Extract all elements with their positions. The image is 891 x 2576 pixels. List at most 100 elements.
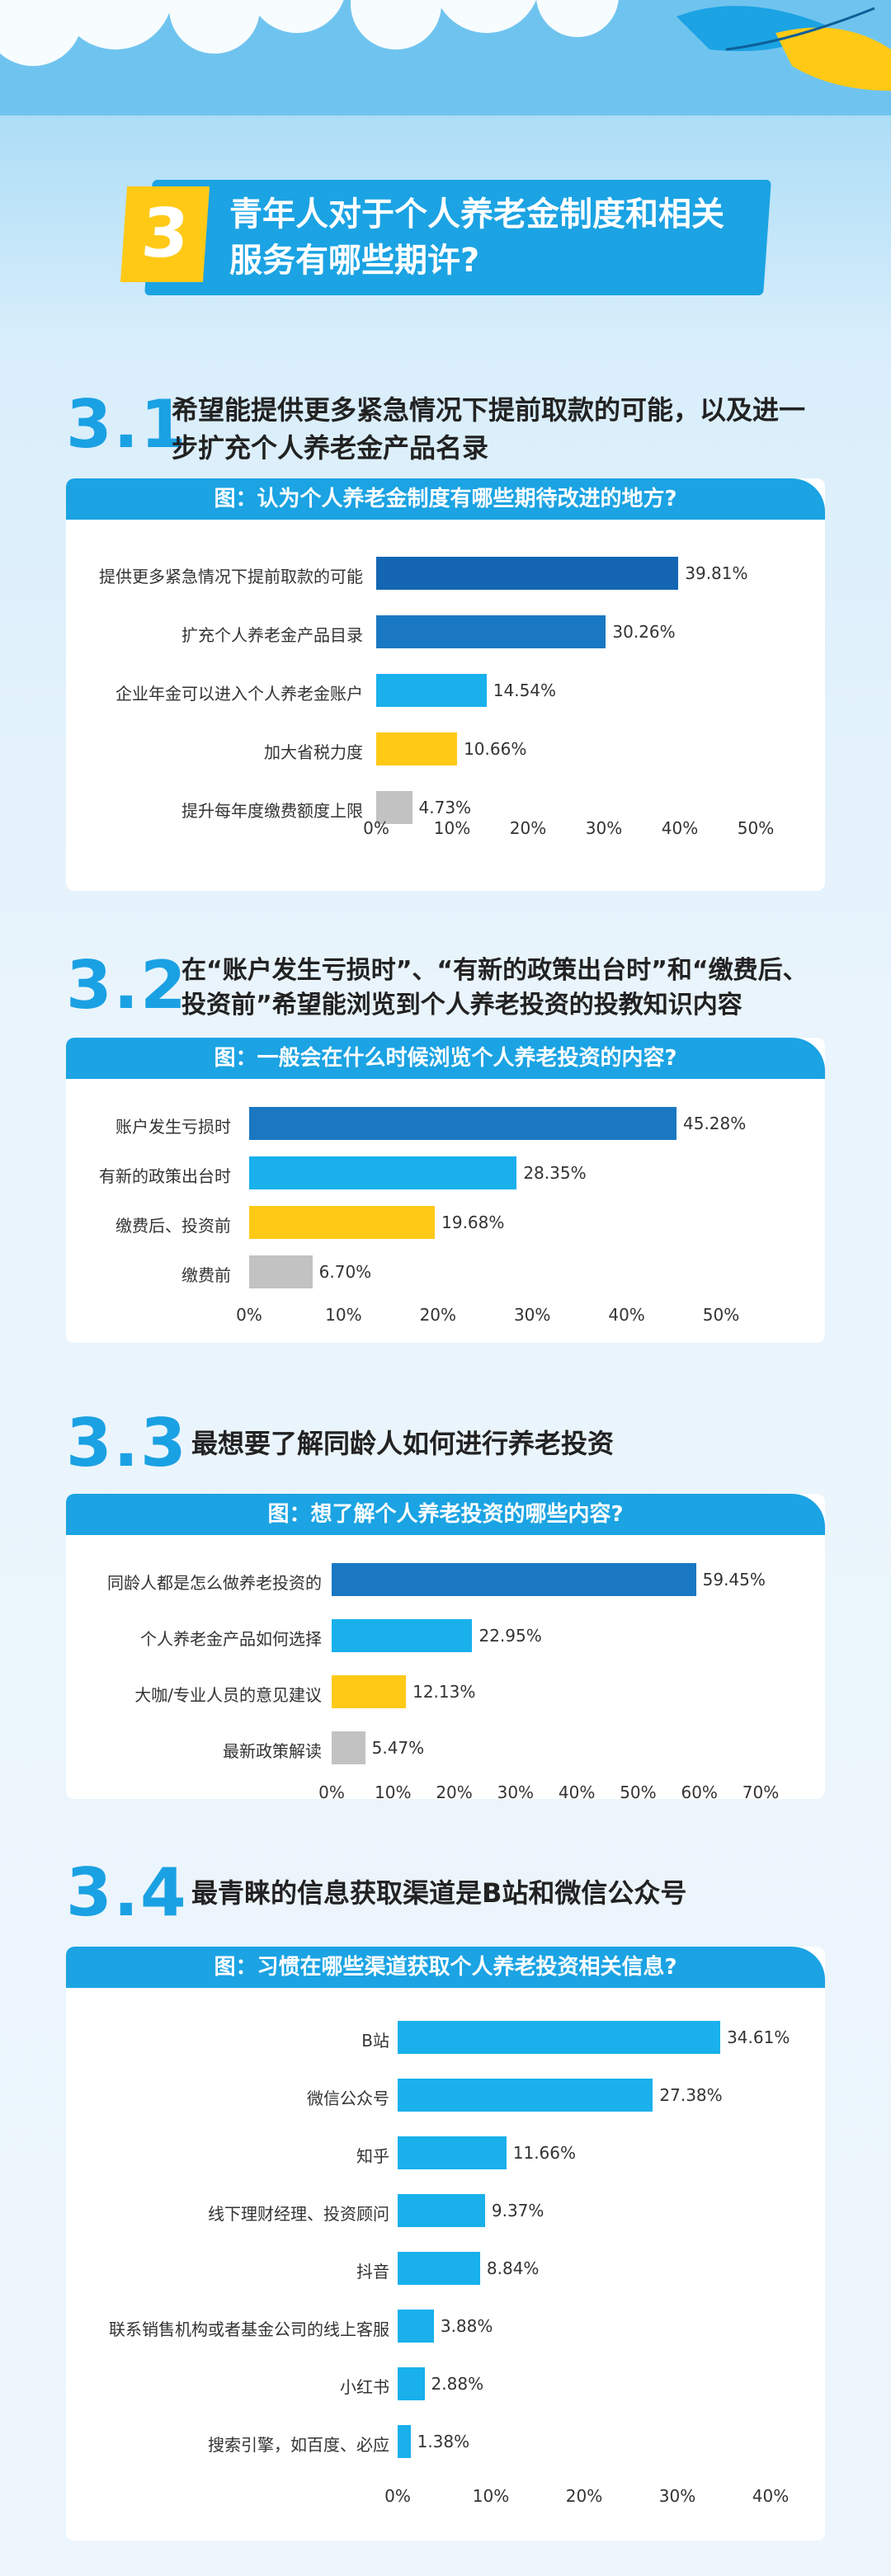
- axis-tick-label: 0%: [363, 818, 389, 838]
- value-label: 12.13%: [412, 1682, 476, 1702]
- chart-title: 图：习惯在哪些渠道获取个人养老投资相关信息?: [66, 1947, 825, 1988]
- category-label: 联系销售机构或者基金公司的线上客服: [109, 2319, 389, 2339]
- axis-tick-label: 30%: [585, 818, 623, 838]
- section-3-2: 3.2 在“账户发生亏损时”、“有新的政策出台时”和“缴费后、投资前”希望能浏览…: [66, 947, 825, 1343]
- axis-tick-label: 40%: [661, 818, 699, 838]
- category-label: 加大省税力度: [264, 742, 363, 762]
- value-label: 8.84%: [486, 2258, 540, 2278]
- bar: [376, 615, 606, 648]
- bar: [398, 2021, 721, 2054]
- category-label: 提升每年度缴费额度上限: [182, 801, 363, 821]
- header-title: 青年人对于个人养老金制度和相关服务有哪些期许?: [229, 195, 724, 280]
- axis-tick-label: 50%: [702, 1305, 740, 1325]
- section-title: 最想要了解同龄人如何进行养老投资: [191, 1428, 615, 1459]
- bar: [376, 732, 458, 765]
- value-label: 45.28%: [683, 1114, 747, 1133]
- section-number: 3.1: [66, 386, 188, 463]
- bar: [376, 674, 487, 707]
- bar: [398, 2367, 425, 2400]
- axis-tick-label: 10%: [375, 1782, 412, 1799]
- category-label: 同龄人都是怎么做养老投资的: [107, 1573, 322, 1593]
- category-label: 大咖/专业人员的意见建议: [134, 1685, 322, 1705]
- section-3-4: 3.4 最青睐的信息获取渠道是B站和微信公众号 图：习惯在哪些渠道获取个人养老投…: [66, 1854, 825, 2541]
- bar: [398, 2194, 485, 2227]
- category-label: 扩充个人养老金产品目录: [182, 625, 363, 645]
- chart-title: 图：认为个人养老金制度有哪些期待改进的地方?: [66, 478, 825, 520]
- category-label: 小红书: [340, 2377, 389, 2397]
- category-label: 个人养老金产品如何选择: [140, 1629, 322, 1649]
- bar: [332, 1731, 365, 1764]
- axis-tick-label: 10%: [325, 1305, 362, 1325]
- value-label: 30.26%: [612, 622, 676, 642]
- axis-tick-label: 30%: [497, 1782, 535, 1799]
- bar: [249, 1156, 517, 1189]
- category-label: 有新的政策出台时: [99, 1166, 231, 1186]
- chart-title: 图：想了解个人养老投资的哪些内容?: [66, 1494, 825, 1535]
- value-label: 4.73%: [418, 798, 472, 817]
- bar: [376, 557, 679, 590]
- axis-tick-label: 20%: [419, 1305, 457, 1325]
- bar: [249, 1206, 436, 1239]
- section-3-1: 3.1 希望能提供更多紧急情况下提前取款的可能，以及进一步扩充个人养老金产品名录…: [66, 386, 825, 891]
- value-label: 14.54%: [493, 680, 557, 700]
- value-label: 9.37%: [491, 2201, 544, 2220]
- axis-tick-label: 10%: [433, 818, 471, 838]
- bar: [398, 2425, 411, 2458]
- bar: [398, 2079, 653, 2112]
- leaf-decoration: [676, 6, 891, 92]
- value-label: 6.70%: [318, 1262, 372, 1282]
- bar: [376, 791, 412, 824]
- bar-chart: 提供更多紧急情况下提前取款的可能 39.81% 扩充个人养老金产品目录 30.26% 企…: [66, 520, 825, 891]
- category-label: 抖音: [356, 2262, 389, 2282]
- bar: [332, 1563, 696, 1596]
- category-label: B站: [361, 2031, 389, 2051]
- section-number: 3.4: [66, 1854, 188, 1931]
- section-number: 3.2: [66, 947, 188, 1024]
- chart-card: 图：习惯在哪些渠道获取个人养老投资相关信息? B站 34.61% 微信公众号 27.3…: [66, 1947, 825, 2541]
- section-title: 希望能提供更多紧急情况下提前取款的可能，以及进一步扩充个人养老金产品名录: [172, 394, 806, 464]
- bar: [249, 1107, 676, 1140]
- cloud-decoration: [0, 0, 891, 115]
- chart-card: 图：想了解个人养老投资的哪些内容? 同龄人都是怎么做养老投资的 59.45% 个人养…: [66, 1494, 825, 1799]
- axis-tick-label: 50%: [737, 818, 775, 838]
- category-label: 缴费后、投资前: [116, 1216, 231, 1236]
- category-label: 提供更多紧急情况下提前取款的可能: [99, 567, 363, 586]
- chart-card: 图：认为个人养老金制度有哪些期待改进的地方? 提供更多紧急情况下提前取款的可能 3…: [66, 478, 825, 891]
- bar: [398, 2310, 434, 2343]
- bar-chart: 账户发生亏损时 45.28% 有新的政策出台时 28.35% 缴费后、投资前 19.68%…: [66, 1079, 825, 1343]
- axis-tick-label: 70%: [742, 1782, 780, 1799]
- chart-title: 图：一般会在什么时候浏览个人养老投资的内容?: [66, 1038, 825, 1079]
- axis-tick-label: 40%: [752, 2486, 790, 2506]
- value-label: 59.45%: [702, 1570, 766, 1589]
- value-label: 22.95%: [478, 1626, 542, 1646]
- axis-tick-label: 30%: [658, 2486, 696, 2506]
- section-title: 最青睐的信息获取渠道是B站和微信公众号: [191, 1877, 687, 1909]
- category-label: 线下理财经理、投资顾问: [208, 2204, 389, 2224]
- value-label: 39.81%: [685, 563, 748, 583]
- axis-tick-label: 60%: [681, 1782, 718, 1799]
- bar-chart: 同龄人都是怎么做养老投资的 59.45% 个人养老金产品如何选择 22.95% 大咖/专…: [66, 1535, 825, 1799]
- value-label: 19.68%: [441, 1213, 505, 1232]
- value-label: 2.88%: [431, 2374, 484, 2394]
- value-label: 10.66%: [464, 739, 527, 759]
- axis-tick-label: 40%: [608, 1305, 645, 1325]
- value-label: 28.35%: [523, 1163, 587, 1183]
- axis-tick-label: 0%: [384, 2486, 411, 2506]
- axis-tick-label: 50%: [620, 1782, 657, 1799]
- bar: [249, 1255, 313, 1288]
- chart-card: 图：一般会在什么时候浏览个人养老投资的内容? 账户发生亏损时 45.28% 有新的政…: [66, 1038, 825, 1343]
- category-label: 缴费前: [182, 1265, 231, 1285]
- category-label: 最新政策解读: [223, 1741, 322, 1761]
- axis-tick-label: 0%: [236, 1305, 262, 1325]
- bar: [398, 2252, 480, 2285]
- bar: [398, 2136, 507, 2169]
- value-label: 3.88%: [440, 2316, 493, 2336]
- header-number: 3: [120, 186, 210, 282]
- category-label: 账户发生亏损时: [116, 1117, 231, 1137]
- section-3-3: 3.3 最想要了解同龄人如何进行养老投资 图：想了解个人养老投资的哪些内容? 同…: [66, 1405, 825, 1799]
- value-label: 27.38%: [659, 2085, 723, 2105]
- section-number: 3.3: [66, 1405, 188, 1481]
- bar: [332, 1675, 407, 1708]
- category-label: 企业年金可以进入个人养老金账户: [116, 684, 363, 704]
- bar-chart: B站 34.61% 微信公众号 27.38% 知乎 11.66% 线下理财经理、投资顾问 9.…: [66, 1988, 825, 2541]
